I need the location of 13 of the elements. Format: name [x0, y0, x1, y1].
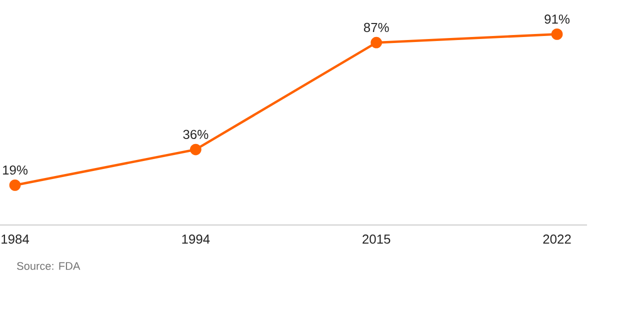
data-label: 36%	[183, 130, 208, 140]
source-note: Source: FDA	[17, 262, 80, 270]
x-tick-label: 2022	[543, 234, 571, 244]
x-tick-label: 1994	[182, 234, 210, 244]
point	[9, 179, 21, 191]
data-label: 87%	[364, 22, 389, 32]
data-label: 19%	[3, 165, 28, 175]
point	[190, 144, 202, 156]
x-tick-label: 2015	[362, 234, 390, 244]
point	[370, 36, 382, 48]
point	[551, 28, 563, 40]
data-label: 91%	[544, 14, 570, 24]
x-tick-label: 1984	[2, 234, 30, 244]
